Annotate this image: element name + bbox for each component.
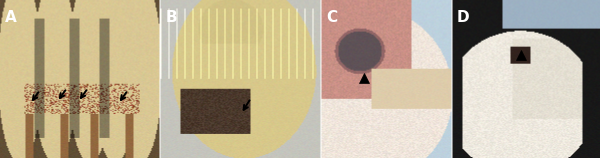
Text: D: D <box>457 10 470 25</box>
Text: B: B <box>166 10 178 25</box>
Text: A: A <box>5 10 17 25</box>
Text: C: C <box>326 10 337 25</box>
